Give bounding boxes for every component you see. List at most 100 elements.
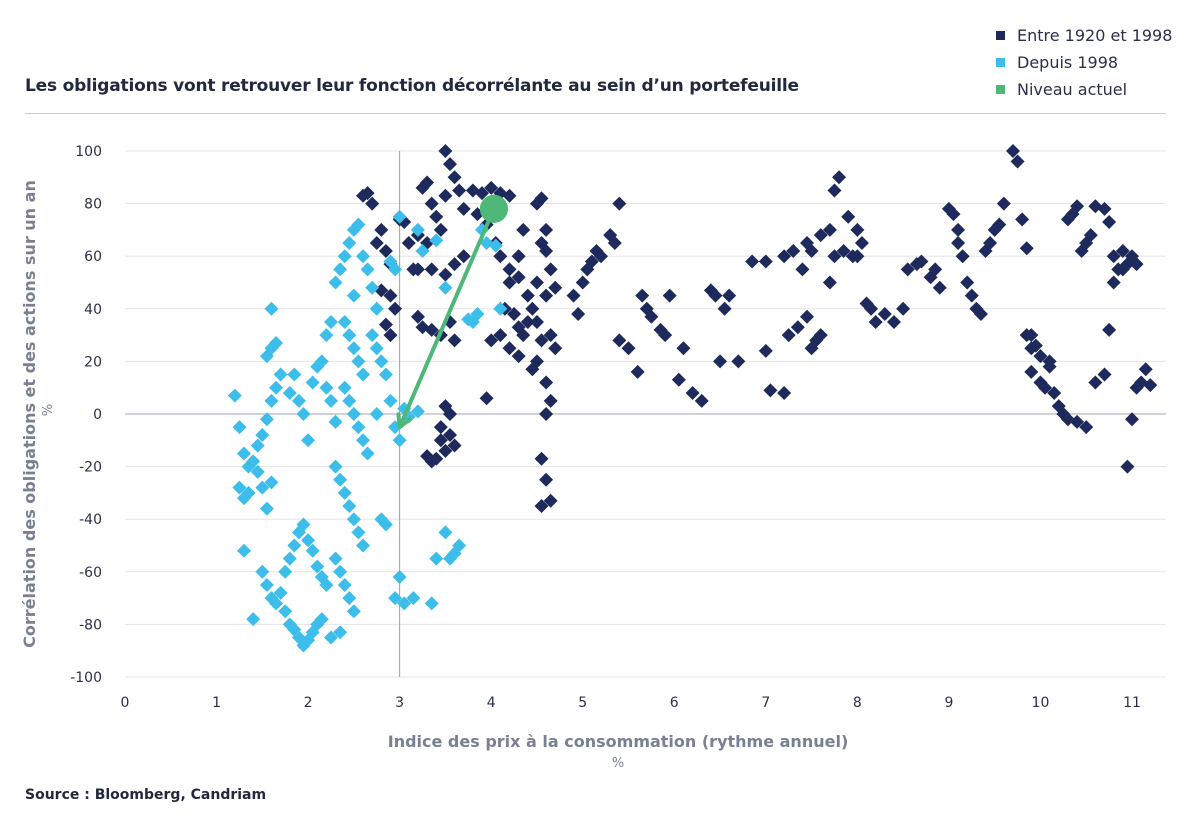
point-since-1998 <box>328 459 343 474</box>
point-1920-1998 <box>575 275 590 290</box>
point-since-1998 <box>310 559 325 574</box>
point-1920-1998 <box>1115 262 1130 277</box>
point-since-1998 <box>410 404 425 419</box>
point-since-1998 <box>415 243 430 258</box>
point-since-1998 <box>278 564 293 579</box>
point-1920-1998 <box>795 262 810 277</box>
point-1920-1998 <box>447 170 462 185</box>
point-since-1998 <box>255 480 270 495</box>
y-tick-label: -100 <box>70 670 102 686</box>
legend-label-since-1998: Depuis 1998 <box>1017 53 1119 72</box>
point-1920-1998 <box>511 349 526 364</box>
point-1920-1998 <box>996 196 1011 211</box>
point-1920-1998 <box>896 301 911 316</box>
x-axis-label: Indice des prix à la consommation (rythm… <box>388 732 849 751</box>
point-1920-1998 <box>914 254 929 269</box>
point-1920-1998 <box>374 222 389 237</box>
point-1920-1998 <box>475 186 490 201</box>
point-1920-1998 <box>534 499 549 514</box>
legend-item-1920-1998: Entre 1920 et 1998 <box>996 22 1172 49</box>
point-since-1998 <box>323 393 338 408</box>
point-1920-1998 <box>438 188 453 203</box>
point-1920-1998 <box>777 249 792 264</box>
x-tick-label: 4 <box>487 695 496 711</box>
point-1920-1998 <box>804 243 819 258</box>
point-since-1998 <box>337 314 352 329</box>
point-1920-1998 <box>594 249 609 264</box>
point-1920-1998 <box>868 314 883 329</box>
point-1920-1998 <box>786 243 801 258</box>
point-1920-1998 <box>410 309 425 324</box>
point-1920-1998 <box>758 254 773 269</box>
legend-label-current: Niveau actuel <box>1017 80 1128 99</box>
point-1920-1998 <box>964 288 979 303</box>
point-since-1998 <box>410 222 425 237</box>
legend-swatch-1920-1998 <box>996 31 1005 40</box>
point-1920-1998 <box>442 157 457 172</box>
y-tick-label: 40 <box>84 302 102 318</box>
point-since-1998 <box>337 485 352 500</box>
x-tick-label: 9 <box>944 695 953 711</box>
point-since-1998 <box>333 472 348 487</box>
point-1920-1998 <box>529 275 544 290</box>
point-since-1998 <box>392 433 407 448</box>
point-since-1998 <box>259 412 274 427</box>
point-1920-1998 <box>479 391 494 406</box>
point-1920-1998 <box>1102 215 1117 230</box>
point-since-1998 <box>323 314 338 329</box>
point-1920-1998 <box>484 333 499 348</box>
point-1920-1998 <box>401 236 416 251</box>
point-since-1998 <box>273 585 288 600</box>
point-1920-1998 <box>1024 364 1039 379</box>
legend-swatch-current <box>996 85 1005 94</box>
point-1920-1998 <box>493 328 508 343</box>
point-1920-1998 <box>1079 420 1094 435</box>
point-since-1998 <box>305 375 320 390</box>
point-since-1998 <box>383 393 398 408</box>
y-tick-label: 20 <box>84 354 102 370</box>
x-tick-label: 8 <box>853 695 862 711</box>
point-since-1998 <box>388 591 403 606</box>
point-1920-1998 <box>1129 257 1144 272</box>
point-1920-1998 <box>433 433 448 448</box>
point-1920-1998 <box>484 180 499 195</box>
point-since-1998 <box>314 354 329 369</box>
point-since-1998 <box>291 393 306 408</box>
point-since-1998 <box>333 625 348 640</box>
point-1920-1998 <box>433 420 448 435</box>
point-1920-1998 <box>713 354 728 369</box>
point-1920-1998 <box>525 362 540 377</box>
point-since-1998 <box>378 367 393 382</box>
point-1920-1998 <box>438 267 453 282</box>
point-1920-1998 <box>447 333 462 348</box>
point-since-1998 <box>287 367 302 382</box>
point-1920-1998 <box>539 243 554 258</box>
y-tick-label: -20 <box>79 460 102 476</box>
point-1920-1998 <box>612 333 627 348</box>
point-1920-1998 <box>676 341 691 356</box>
y-tick-label: -80 <box>79 617 102 633</box>
point-1920-1998 <box>539 222 554 237</box>
point-1920-1998 <box>644 309 659 324</box>
y-tick-label: -40 <box>79 512 102 528</box>
title-divider <box>25 113 1166 114</box>
point-1920-1998 <box>1106 249 1121 264</box>
point-since-1998 <box>406 591 421 606</box>
point-since-1998 <box>241 485 256 500</box>
point-1920-1998 <box>932 280 947 295</box>
point-since-1998 <box>342 328 357 343</box>
point-1920-1998 <box>410 262 425 277</box>
point-1920-1998 <box>841 209 856 224</box>
point-since-1998 <box>360 446 375 461</box>
point-since-1998 <box>282 551 297 566</box>
point-1920-1998 <box>456 201 471 216</box>
point-1920-1998 <box>529 314 544 329</box>
point-1920-1998 <box>1042 359 1057 374</box>
point-1920-1998 <box>383 288 398 303</box>
point-1920-1998 <box>973 307 988 322</box>
point-since-1998 <box>319 577 334 592</box>
point-1920-1998 <box>424 322 439 337</box>
point-since-1998 <box>360 262 375 277</box>
point-1920-1998 <box>822 275 837 290</box>
point-1920-1998 <box>1028 338 1043 353</box>
